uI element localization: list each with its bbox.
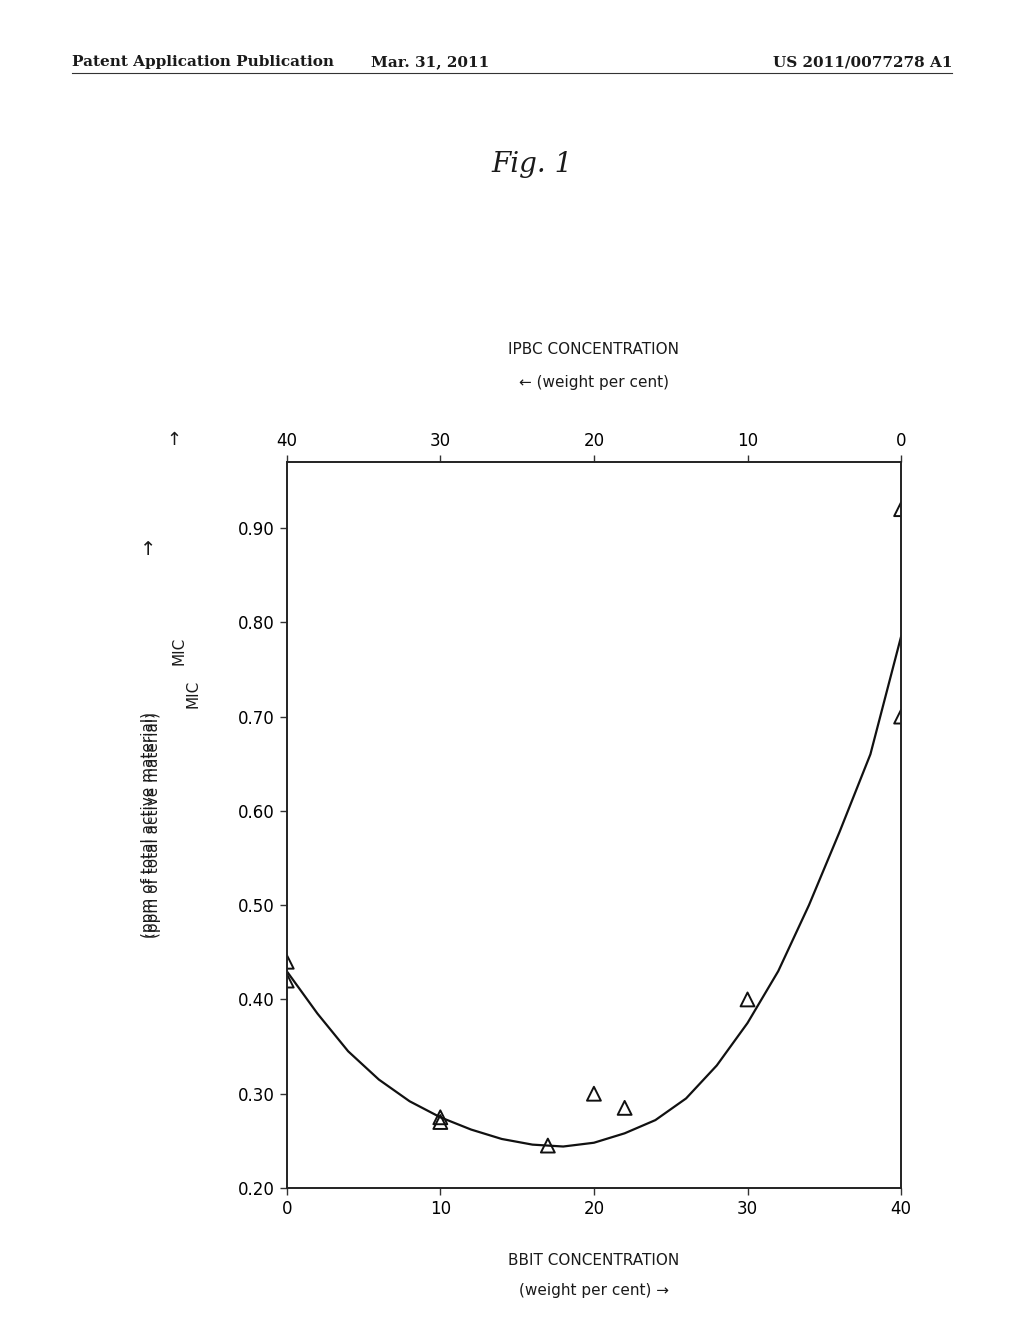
Text: US 2011/0077278 A1: US 2011/0077278 A1 (773, 55, 952, 70)
Text: (ppm of total active material): (ppm of total active material) (141, 711, 156, 939)
Text: ↑: ↑ (167, 430, 181, 449)
Point (739, 989, 756, 1010)
Text: IPBC CONCENTRATION: IPBC CONCENTRATION (509, 342, 679, 358)
Text: Mar. 31, 2011: Mar. 31, 2011 (371, 55, 489, 70)
Text: ← (weight per cent): ← (weight per cent) (519, 375, 669, 391)
Point (279, 970, 295, 991)
Text: MIC: MIC (185, 680, 200, 709)
Point (432, 1106, 449, 1127)
Point (540, 1135, 556, 1156)
Point (893, 499, 909, 520)
Text: BBIT CONCENTRATION: BBIT CONCENTRATION (508, 1253, 680, 1269)
Text: (weight per cent) →: (weight per cent) → (519, 1283, 669, 1299)
Text: ↑: ↑ (140, 540, 157, 558)
Point (279, 952, 295, 973)
Point (893, 706, 909, 727)
Text: Fig. 1: Fig. 1 (492, 152, 573, 178)
Point (586, 1084, 602, 1105)
Text: (ppm of total active material): (ppm of total active material) (146, 711, 161, 939)
Point (616, 1097, 633, 1118)
Point (432, 1111, 449, 1133)
Text: MIC: MIC (172, 636, 186, 665)
Text: Patent Application Publication: Patent Application Publication (72, 55, 334, 70)
